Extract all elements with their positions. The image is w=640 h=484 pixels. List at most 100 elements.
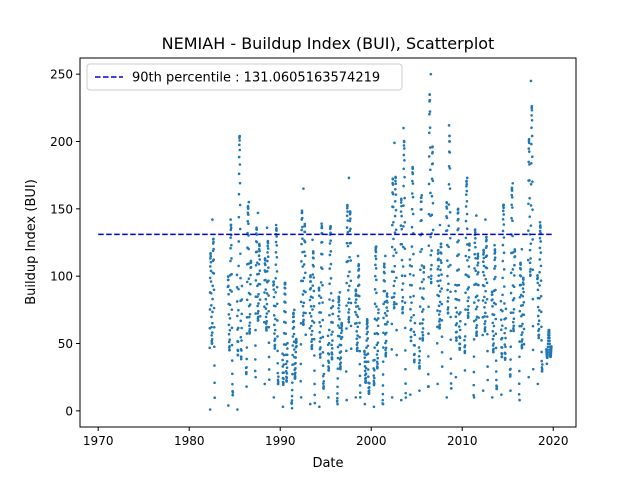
scatter-point — [456, 207, 460, 211]
scatter-point — [373, 317, 377, 321]
scatter-point — [512, 324, 516, 328]
scatter-point — [254, 263, 258, 267]
scatter-point — [238, 163, 242, 166]
scatter-point — [522, 290, 525, 294]
scatter-point — [527, 160, 530, 164]
scatter-point — [518, 369, 521, 373]
scatter-point — [368, 382, 371, 385]
scatter-point — [262, 320, 266, 324]
scatter-point — [413, 358, 416, 362]
scatter-point — [329, 291, 333, 295]
scatter-point — [402, 140, 406, 144]
scatter-point — [548, 336, 551, 340]
scatter-point — [239, 319, 243, 323]
scatter-point — [455, 339, 458, 342]
scatter-point — [367, 391, 371, 395]
scatter-point — [483, 322, 486, 326]
scatter-point — [381, 392, 385, 396]
scatter-point — [467, 275, 471, 279]
scatter-point — [411, 212, 415, 216]
scatter-point — [327, 366, 331, 370]
scatter-point — [274, 276, 278, 280]
scatter-point — [336, 385, 339, 389]
scatter-point — [474, 237, 477, 240]
scatter-point — [394, 208, 398, 212]
scatter-point — [247, 277, 251, 280]
scatter-point — [512, 317, 516, 320]
scatter-point — [381, 360, 385, 363]
scatter-point — [231, 382, 234, 386]
scatter-point — [400, 198, 403, 202]
scatter-point — [346, 259, 350, 263]
scatter-point — [248, 327, 252, 331]
scatter-point — [274, 251, 278, 254]
scatter-point — [374, 245, 378, 248]
scatter-point — [230, 257, 233, 260]
scatter-point — [349, 259, 353, 262]
scatter-point — [400, 214, 403, 218]
scatter-point — [231, 372, 234, 376]
scatter-point — [239, 276, 242, 280]
scatter-point — [265, 325, 268, 329]
scatter-point — [536, 274, 539, 277]
scatter-point — [238, 148, 242, 152]
scatter-point — [472, 393, 475, 397]
scatter-point — [531, 367, 535, 371]
scatter-point — [418, 364, 421, 368]
scatter-point — [359, 396, 362, 399]
scatter-point — [319, 324, 323, 328]
scatter-point — [276, 319, 279, 322]
scatter-point — [465, 179, 468, 183]
scatter-point — [536, 276, 539, 280]
scatter-point — [486, 365, 489, 368]
scatter-point — [245, 357, 248, 361]
scatter-point — [385, 322, 388, 326]
scatter-point — [253, 369, 257, 373]
scatter-point — [457, 217, 460, 221]
scatter-point — [229, 246, 232, 250]
scatter-point — [375, 353, 379, 356]
scatter-point — [229, 236, 232, 239]
scatter-point — [458, 346, 462, 350]
scatter-point — [528, 270, 532, 273]
scatter-point — [446, 288, 449, 292]
scatter-point — [520, 346, 524, 349]
scatter-point — [365, 332, 369, 336]
scatter-point — [327, 341, 331, 345]
scatter-point — [485, 254, 489, 257]
scatter-point — [304, 311, 307, 315]
scatter-point — [439, 252, 443, 255]
x-axis-label: Date — [312, 456, 343, 471]
scatter-point — [275, 227, 278, 230]
scatter-point — [537, 336, 541, 340]
scatter-point — [295, 340, 298, 344]
scatter-point — [337, 299, 341, 302]
scatter-point — [247, 247, 250, 251]
scatter-point — [373, 274, 377, 278]
scatter-points — [208, 72, 553, 411]
scatter-point — [320, 226, 324, 230]
scatter-point — [402, 126, 405, 130]
scatter-point — [375, 291, 378, 295]
scatter-point — [236, 349, 240, 353]
scatter-point — [229, 223, 233, 227]
scatter-point — [474, 256, 477, 260]
scatter-point — [349, 217, 352, 220]
scatter-point — [258, 269, 262, 272]
scatter-point — [522, 278, 525, 281]
scatter-point — [495, 385, 499, 388]
scatter-point — [384, 341, 387, 345]
scatter-point — [420, 247, 424, 251]
scatter-point — [510, 203, 513, 207]
scatter-point — [228, 338, 232, 342]
scatter-point — [438, 310, 442, 313]
scatter-point — [420, 219, 423, 222]
scatter-point — [210, 304, 213, 307]
scatter-point — [310, 337, 314, 341]
scatter-point — [290, 406, 294, 410]
scatter-point — [540, 367, 544, 371]
scatter-point — [421, 318, 425, 321]
scatter-point — [528, 215, 532, 218]
scatter-point — [283, 286, 287, 290]
scatter-point — [530, 126, 533, 130]
